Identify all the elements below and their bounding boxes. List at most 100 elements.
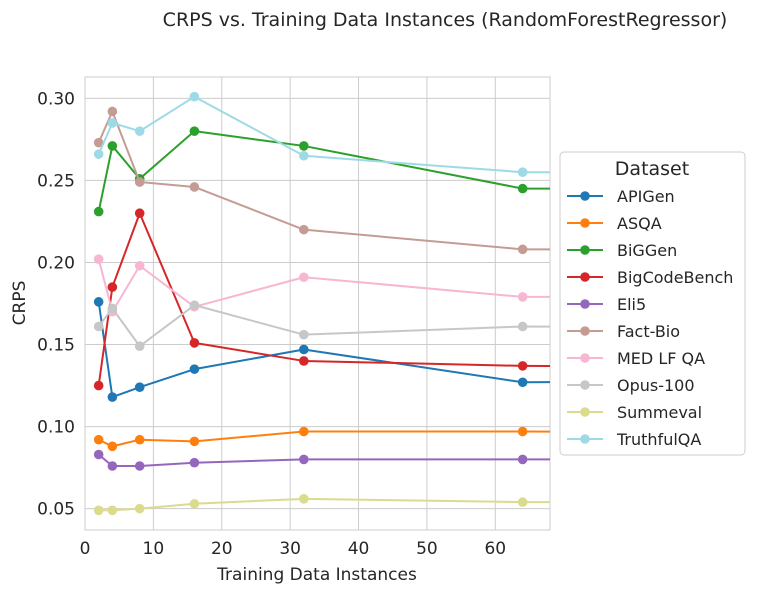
data-point-summeval [134, 503, 145, 514]
data-point-bigcodebench [93, 380, 104, 391]
x-tick-label: 40 [348, 539, 370, 559]
legend-frame [559, 151, 746, 456]
y-tick-label: 0.20 [37, 253, 75, 273]
data-point-asqa [93, 434, 104, 445]
legend-title: Dataset [615, 158, 689, 180]
series-apigen [93, 297, 550, 402]
legend-swatch-marker [580, 272, 590, 282]
data-point-opus-100 [189, 300, 200, 310]
data-point-med-lf-qa [134, 260, 145, 271]
legend-swatch-marker [580, 326, 590, 336]
data-point-bigcodebench [134, 208, 145, 219]
legend-item-opus-100: Opus-100 [567, 376, 695, 395]
data-point-summeval [299, 494, 309, 504]
legend-item-biggen: BiGGen [567, 241, 677, 260]
legend-label: BiGGen [617, 241, 677, 260]
legend-item-eli5: Eli5 [567, 295, 646, 314]
data-point-apigen [134, 382, 145, 393]
x-tick-label: 30 [279, 539, 301, 559]
legend-swatch-marker [580, 245, 590, 255]
data-point-truthfulqa [299, 150, 309, 161]
data-point-apigen [107, 392, 118, 402]
data-point-truthfulqa [517, 167, 528, 177]
x-tick-label: 20 [211, 539, 233, 559]
legend-label: ASQA [617, 214, 662, 233]
series-group [93, 91, 550, 516]
legend-label: Fact-Bio [617, 322, 680, 341]
y-axis-label: CRPS [10, 281, 30, 326]
data-point-med-lf-qa [93, 254, 104, 264]
legend-swatch-marker [580, 380, 590, 390]
y-ticks: 0.05 0.10 0.15 0.20 0.25 0.30 [37, 89, 75, 519]
data-point-truthfulqa [134, 126, 145, 136]
data-point-eli5 [93, 449, 104, 460]
data-point-asqa [134, 434, 145, 445]
legend-label: TruthfulQA [616, 430, 701, 449]
legend-label: Eli5 [617, 295, 646, 314]
legend-swatch-marker [580, 299, 590, 309]
data-point-apigen [189, 364, 200, 374]
series-truthfulqa [93, 91, 550, 177]
data-point-biggen [189, 126, 200, 136]
y-tick-label: 0.15 [37, 336, 75, 356]
y-tick-label: 0.25 [37, 171, 75, 191]
legend-swatch-marker [580, 407, 590, 417]
data-point-eli5 [299, 454, 309, 465]
data-point-summeval [517, 497, 528, 507]
data-point-eli5 [517, 454, 528, 465]
data-point-fact-bio [299, 224, 309, 235]
data-point-bigcodebench [107, 282, 118, 292]
plot-frame [84, 76, 551, 531]
data-point-fact-bio [93, 137, 104, 148]
data-point-fact-bio [134, 177, 145, 187]
data-point-biggen [107, 141, 118, 151]
series-summeval [93, 494, 550, 516]
y-tick-label: 0.05 [37, 500, 75, 520]
chart-title: CRPS vs. Training Data Instances (Random… [163, 9, 728, 31]
data-point-biggen [93, 206, 104, 217]
data-point-truthfulqa [107, 118, 118, 128]
legend-items: APIGen ASQA BiGGen BigCodeBench Eli5 Fact-Bio… [567, 187, 733, 449]
data-point-asqa [299, 426, 309, 437]
series-fact-bio [93, 106, 550, 255]
data-point-fact-bio [107, 106, 118, 117]
data-point-apigen [299, 344, 309, 355]
data-point-apigen [517, 377, 528, 388]
data-point-asqa [517, 426, 528, 437]
data-point-opus-100 [134, 341, 145, 351]
series-bigcodebench [93, 208, 550, 391]
series-opus-100 [93, 300, 550, 351]
data-point-opus-100 [107, 303, 118, 314]
x-tick-label: 10 [143, 539, 165, 559]
x-ticks: 0 10 20 30 40 50 60 [80, 539, 507, 559]
x-axis-label: Training Data Instances [216, 565, 417, 585]
data-point-asqa [189, 436, 200, 447]
data-point-bigcodebench [517, 361, 528, 371]
series-asqa [93, 426, 550, 452]
y-tick-label: 0.10 [37, 418, 75, 438]
grid-lines [84, 77, 550, 530]
data-point-asqa [107, 441, 118, 452]
legend-item-bigcodebench: BigCodeBench [567, 268, 733, 287]
data-point-fact-bio [189, 182, 200, 192]
data-point-biggen [517, 183, 528, 194]
data-point-truthfulqa [189, 91, 200, 102]
data-point-summeval [107, 505, 118, 516]
legend-item-asqa: ASQA [567, 214, 662, 233]
legend-swatch-marker [580, 218, 590, 228]
data-point-bigcodebench [189, 338, 200, 348]
data-point-opus-100 [517, 321, 528, 332]
legend-label: BigCodeBench [617, 268, 733, 287]
data-point-bigcodebench [299, 356, 309, 366]
data-point-summeval [93, 505, 104, 516]
series-eli5 [93, 449, 550, 471]
legend-label: MED LF QA [617, 349, 705, 368]
x-tick-label: 60 [484, 539, 506, 559]
legend-item-med-lf-qa: MED LF QA [567, 349, 705, 368]
legend-item-fact-bio: Fact-Bio [567, 322, 680, 341]
legend-item-summeval: Summeval [567, 403, 702, 422]
data-point-eli5 [107, 461, 118, 471]
data-point-opus-100 [299, 329, 309, 340]
data-point-fact-bio [517, 244, 528, 255]
